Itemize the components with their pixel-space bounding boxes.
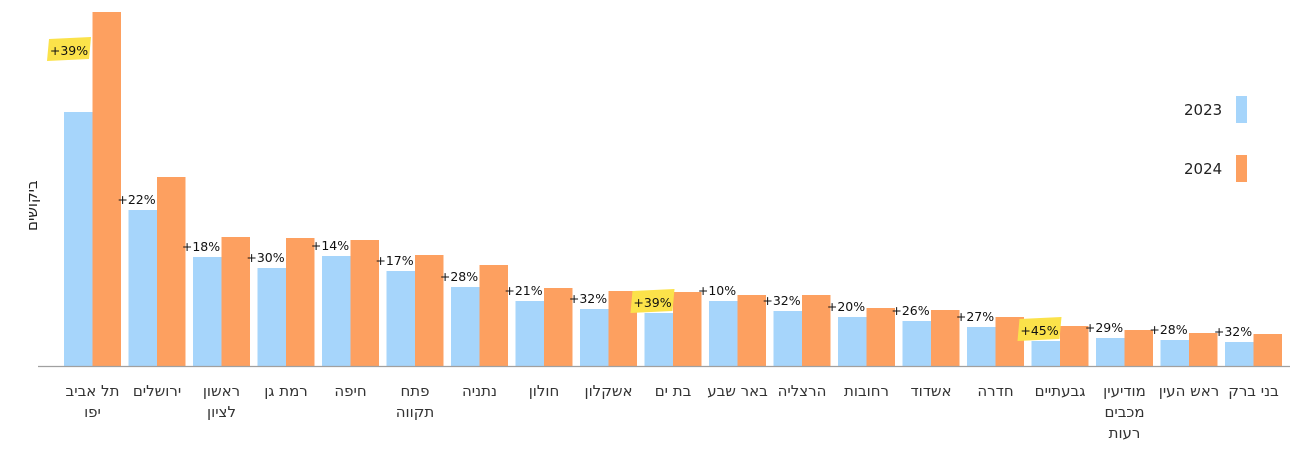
bar-2023-15 (1031, 341, 1060, 366)
bar-2023-18 (1225, 342, 1254, 366)
category-label-6: נתניה (462, 382, 497, 400)
change-label-14: +27% (956, 309, 994, 324)
highlight-marker-15 (1017, 317, 1062, 341)
change-label-9: +39% (633, 295, 671, 310)
bar-2023-11 (773, 311, 802, 366)
change-label-4: +14% (311, 238, 349, 253)
bar-2023-8 (580, 309, 609, 366)
change-label-10: +10% (698, 283, 736, 298)
legend-swatch-2023 (1236, 96, 1248, 123)
bar-2024-16 (1124, 330, 1153, 366)
bar-2023-1 (128, 210, 157, 366)
bar-2023-6 (451, 287, 480, 366)
bar-2024-13 (931, 310, 960, 366)
category-label-16-line-0: מודיעין (1103, 382, 1146, 400)
category-label-5-line-1: תקווה (396, 403, 434, 421)
bar-2023-13 (902, 321, 931, 366)
change-label-8: +32% (569, 291, 607, 306)
bar-2023-7 (515, 301, 544, 366)
legend-item-2024: 2024 (1184, 155, 1248, 182)
bar-2023-12 (838, 317, 867, 366)
bar-2024-5 (415, 255, 444, 366)
bar-2023-0 (64, 112, 93, 366)
change-label-17: +28% (1149, 322, 1187, 337)
bar-2023-4 (322, 256, 351, 366)
bar-2024-12 (866, 308, 895, 366)
change-label-6: +28% (440, 269, 478, 284)
bar-2023-14 (967, 327, 996, 366)
bar-2024-7 (544, 288, 573, 366)
category-label-16-line-2: רעות (1109, 424, 1141, 442)
bar-2023-16 (1096, 338, 1125, 366)
category-label-11: הרצליה (778, 382, 827, 400)
bar-2024-15 (1060, 326, 1089, 366)
category-label-15: גבעתיים (1035, 382, 1086, 400)
legend-label-2024: 2024 (1184, 159, 1223, 178)
category-label-7: חולון (529, 382, 560, 400)
category-label-13: אשדוד (910, 382, 951, 400)
highlight-marker-0 (47, 37, 91, 61)
change-label-1: +22% (117, 192, 155, 207)
bar-2023-17 (1160, 340, 1189, 366)
legend-item-2023: 2023 (1184, 96, 1248, 123)
bar-2023-9 (644, 313, 673, 366)
category-label-0-line-1: יפו (84, 403, 101, 421)
bar-2024-2 (221, 237, 250, 366)
category-label-4: חיפה (334, 382, 366, 400)
category-label-10: באר שבע (707, 382, 768, 400)
change-label-12: +20% (827, 299, 865, 314)
category-label-18: בני ברק (1228, 382, 1279, 400)
change-label-7: +21% (504, 283, 542, 298)
legend-swatch-2024 (1236, 155, 1248, 182)
bar-2024-18 (1253, 334, 1282, 366)
category-label-16-line-1: מכבים (1104, 403, 1144, 421)
category-label-2-line-1: לציון (207, 403, 236, 421)
bar-2024-1 (157, 177, 186, 366)
category-label-8: אשקלון (585, 382, 633, 400)
category-label-12: רחובות (844, 382, 889, 400)
y-axis-label: ביקושים (23, 180, 41, 231)
bar-2024-11 (802, 295, 831, 366)
bar-2023-5 (386, 271, 415, 366)
bar-2023-3 (257, 268, 286, 366)
change-label-11: +32% (762, 293, 800, 308)
bar-2024-3 (286, 238, 315, 366)
category-label-1: ירושלים (133, 382, 181, 400)
highlight-marker-9 (630, 289, 675, 313)
category-label-14: חדרה (977, 382, 1013, 400)
category-label-9: בת ים (655, 382, 692, 400)
change-label-0: +39% (50, 43, 88, 58)
category-label-5-line-0: פתח (400, 382, 429, 400)
category-label-3: רמת גן (264, 382, 308, 400)
bar-2024-0 (92, 12, 121, 366)
legend-label-2023: 2023 (1184, 100, 1223, 119)
bar-2024-4 (350, 240, 379, 366)
bar-2024-6 (479, 265, 508, 366)
category-label-17: ראש העין (1159, 382, 1220, 400)
category-label-2-line-0: ראשון (203, 382, 240, 400)
change-label-15: +45% (1020, 323, 1058, 338)
change-label-16: +29% (1085, 320, 1123, 335)
bar-2024-9 (673, 292, 702, 366)
change-label-13: +26% (891, 303, 929, 318)
bar-2024-10 (737, 295, 766, 366)
change-label-5: +17% (375, 253, 413, 268)
bar-2023-2 (193, 257, 222, 366)
bar-2024-17 (1189, 333, 1218, 366)
category-label-0-line-0: תל אביב (66, 382, 120, 400)
y-axis-label-container: ביקושים (20, 180, 44, 270)
change-label-18: +32% (1214, 324, 1252, 339)
change-label-3: +30% (246, 250, 284, 265)
bar-2023-10 (709, 301, 738, 366)
change-label-2: +18% (182, 239, 220, 254)
